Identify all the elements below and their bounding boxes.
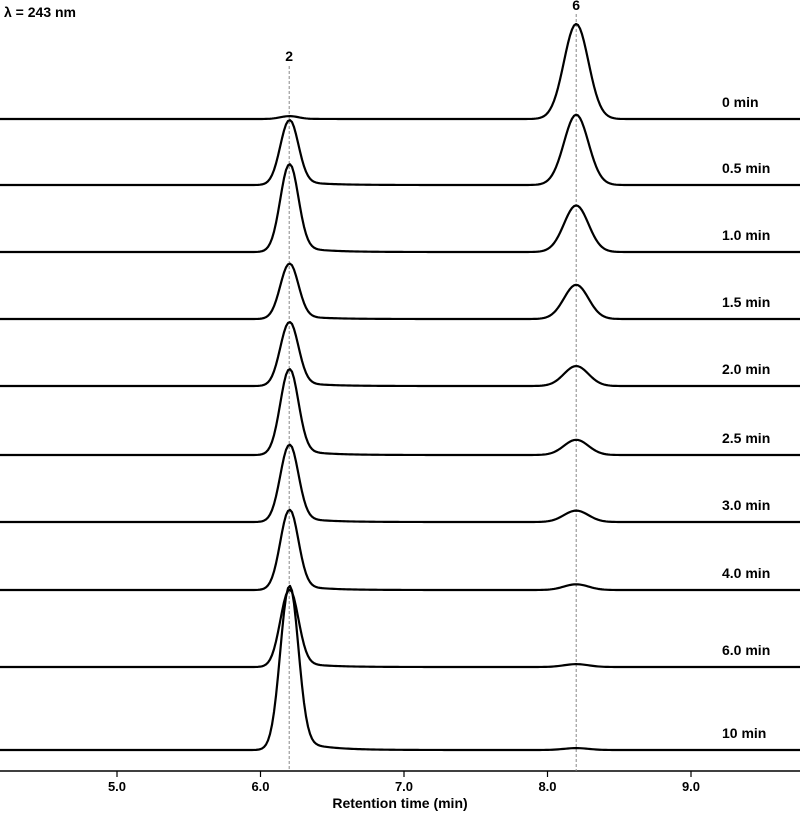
- trace-2_5-min: [0, 368, 800, 457]
- x-tick-label: 9.0: [682, 779, 700, 794]
- trace-label: 2.0 min: [722, 361, 770, 377]
- trace-1_5-min: [0, 262, 800, 321]
- trace-6_0-min: [0, 588, 800, 669]
- x-tick-label: 5.0: [108, 779, 126, 794]
- trace-label: 3.0 min: [722, 497, 770, 513]
- x-tick-label: 8.0: [538, 779, 556, 794]
- trace-label: 6.0 min: [722, 642, 770, 658]
- peak-reference-lines: 26: [285, 0, 580, 771]
- trace-label: 2.5 min: [722, 430, 770, 446]
- x-tick-label: 7.0: [395, 779, 413, 794]
- trace-2_0-min: [0, 320, 800, 388]
- trace-1_0-min: [0, 163, 800, 254]
- x-axis-ticks: 5.0 6.0 7.0 8.0 9.0: [108, 771, 700, 794]
- x-tick-label: 6.0: [251, 779, 269, 794]
- trace-label: 4.0 min: [722, 565, 770, 581]
- trace-4_0-min: [0, 508, 800, 592]
- chromatogram-traces: [0, 22, 800, 752]
- trace-0_5-min: [0, 113, 800, 187]
- chart-title: λ = 243 nm: [4, 4, 76, 20]
- trace-10-min: [0, 584, 800, 752]
- x-axis-label: Retention time (min): [332, 795, 467, 811]
- trace-0-min: [0, 22, 800, 121]
- trace-label: 0.5 min: [722, 160, 770, 176]
- trace-label: 0 min: [722, 94, 759, 110]
- trace-label: 10 min: [722, 725, 766, 741]
- trace-3_0-min: [0, 443, 800, 524]
- trace-labels: 0 min 0.5 min 1.0 min 1.5 min 2.0 min 2.5 min…: [722, 94, 770, 741]
- trace-label: 1.5 min: [722, 294, 770, 310]
- peak-6-label: 6: [572, 0, 580, 13]
- trace-label: 1.0 min: [722, 227, 770, 243]
- peak-2-label: 2: [285, 48, 293, 64]
